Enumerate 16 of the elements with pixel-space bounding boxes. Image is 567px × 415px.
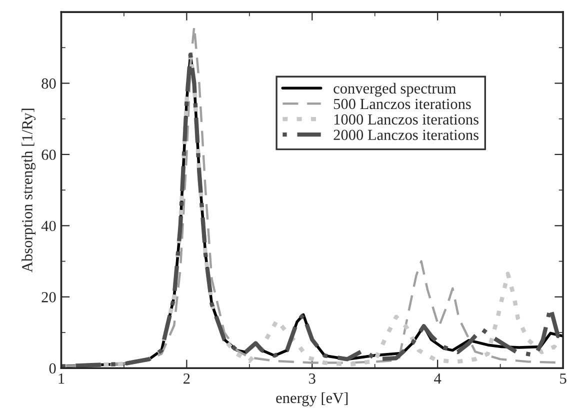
legend-label: 1000 Lanczos iterations bbox=[334, 114, 478, 125]
x-tick-label: 1 bbox=[58, 373, 64, 384]
x-tick-label: 2 bbox=[184, 373, 190, 384]
y-axis-title: Absorption strength [1/Ry] bbox=[22, 108, 36, 272]
legend-label: converged spectrum bbox=[334, 82, 456, 97]
y-tick-label: 60 bbox=[42, 150, 56, 160]
x-tick-label: 5 bbox=[560, 374, 566, 384]
y-tick-label: 0 bbox=[49, 363, 56, 374]
legend-label: 2000 Lanczos iterations bbox=[334, 130, 478, 140]
y-tick-label: 40 bbox=[41, 220, 56, 232]
legend-label: 500 Lanczos iterations bbox=[334, 98, 471, 110]
y-tick-label: 20 bbox=[42, 292, 56, 302]
x-axis-title: energy [eV] bbox=[276, 392, 348, 406]
y-tick-label: 80 bbox=[42, 78, 56, 89]
x-tick-label: 3 bbox=[309, 373, 316, 384]
x-tick-label: 4 bbox=[434, 374, 442, 384]
